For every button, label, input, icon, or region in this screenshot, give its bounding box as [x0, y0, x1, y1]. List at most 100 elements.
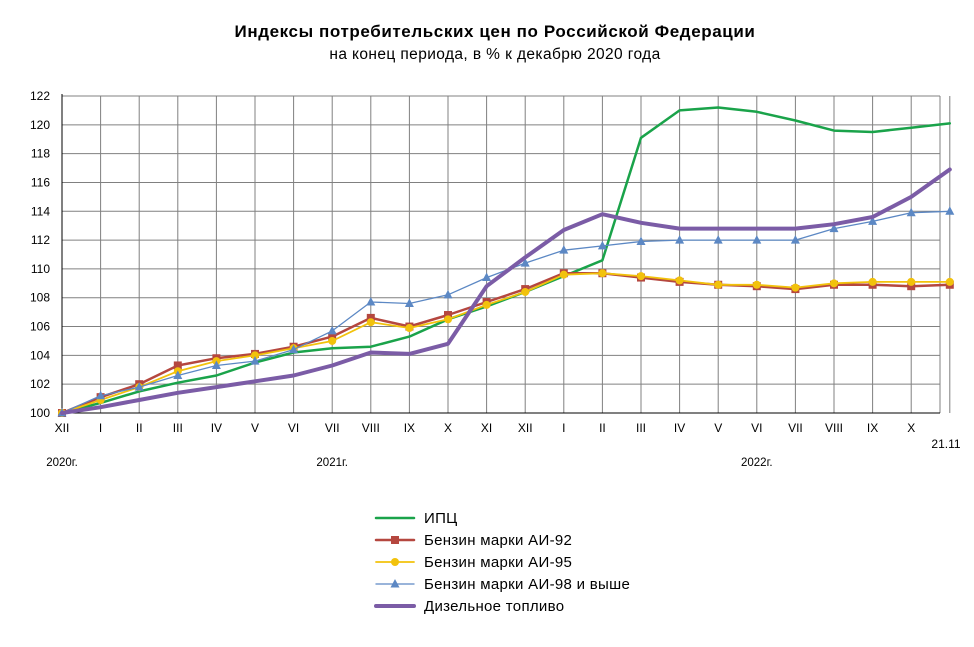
legend: ИПЦ Бензин марки АИ-92 Бензин марки АИ-95 Б… — [374, 510, 630, 615]
legend-marker — [391, 536, 399, 544]
x-tick-label: III — [636, 421, 646, 435]
y-tick-label: 118 — [31, 147, 50, 161]
data-point — [328, 336, 337, 345]
legend-marker — [390, 579, 400, 588]
grid — [61, 95, 951, 414]
data-point — [443, 289, 453, 299]
legend-label: Дизельное топливо — [424, 598, 564, 615]
series-lines — [57, 106, 955, 417]
data-point — [404, 298, 414, 307]
legend-marker — [391, 558, 399, 566]
data-point — [482, 272, 492, 282]
data-point — [868, 216, 878, 225]
data-point — [173, 361, 182, 370]
data-point — [559, 245, 569, 254]
data-point — [520, 258, 530, 267]
data-point — [637, 272, 645, 281]
y-tick-label: 102 — [30, 377, 50, 391]
legend-label: Бензин марки АИ-98 и выше — [424, 576, 630, 593]
x-tick-label: II — [599, 421, 606, 435]
data-point — [713, 235, 723, 244]
x-tick-label: X — [444, 421, 452, 435]
year-label: 2020г. — [46, 457, 78, 469]
y-tick-label: 112 — [31, 233, 50, 247]
data-point — [327, 325, 337, 335]
x-tick-label: VIII — [362, 421, 380, 435]
x-tick-label: II — [136, 421, 143, 435]
data-point — [790, 235, 800, 244]
data-point — [521, 287, 530, 296]
year-label: 2022г. — [741, 457, 773, 469]
y-tick-label: 116 — [31, 175, 50, 189]
data-point — [597, 240, 607, 250]
data-point — [173, 370, 183, 380]
data-point — [482, 300, 491, 309]
x-tick-label: XII — [518, 421, 533, 435]
data-point — [829, 223, 839, 233]
data-point — [96, 390, 106, 400]
x-tick-label: IV — [211, 421, 222, 435]
data-point — [444, 311, 452, 320]
data-point — [366, 297, 376, 306]
y-tick-label: 100 — [30, 406, 50, 420]
x-tick-label: IV — [674, 421, 685, 435]
legend-label: Бензин марки АИ-92 — [424, 532, 572, 549]
x-tick-label: IX — [867, 421, 878, 435]
legend-label: Бензин марки АИ-95 — [424, 554, 572, 571]
data-point — [714, 280, 723, 289]
x-tick-label: X — [907, 421, 915, 435]
data-point — [559, 270, 568, 279]
series-line — [61, 210, 951, 414]
data-point — [598, 269, 607, 278]
data-point — [211, 360, 221, 369]
x-tick-label: VI — [288, 421, 299, 435]
data-point — [366, 318, 375, 327]
x-tick-label: VII — [788, 421, 803, 435]
data-point — [791, 283, 800, 292]
y-tick-label: 122 — [30, 89, 50, 103]
data-point — [907, 277, 916, 286]
data-point — [444, 315, 452, 324]
data-point — [675, 276, 684, 285]
x-tick-label: 21.11 — [931, 437, 960, 451]
x-tick-label: XII — [55, 421, 70, 435]
data-point — [868, 277, 877, 286]
y-tick-label: 114 — [31, 204, 50, 218]
data-point — [636, 236, 646, 246]
data-point — [366, 313, 375, 322]
data-point — [945, 277, 954, 286]
x-tick-label: VIII — [825, 421, 843, 435]
x-tick-label: VII — [325, 421, 340, 435]
data-point — [328, 332, 337, 341]
year-label: 2021г. — [316, 457, 348, 469]
x-tick-label: XI — [481, 421, 492, 435]
data-point — [752, 235, 762, 244]
series-line — [60, 167, 952, 415]
data-point — [405, 323, 414, 332]
chart-subtitle: на конец периода, в % к декабрю 2020 год… — [329, 46, 660, 63]
y-tick-label: 120 — [30, 118, 50, 132]
data-point — [250, 356, 260, 365]
series-line — [61, 272, 951, 414]
chart-title: Индексы потребительских цен по Российско… — [235, 22, 756, 41]
data-point — [289, 344, 299, 354]
data-point — [906, 207, 916, 217]
data-point — [830, 279, 838, 288]
legend-label: ИПЦ — [424, 510, 458, 527]
data-point — [907, 282, 916, 291]
x-tick-label: III — [173, 421, 183, 435]
x-tick-label: I — [99, 421, 102, 435]
data-point — [752, 280, 761, 289]
x-tick-label: IX — [404, 421, 415, 435]
x-tick-label: I — [562, 421, 565, 435]
x-tick-label: V — [251, 421, 259, 435]
x-tick-label: V — [714, 421, 722, 435]
data-point — [945, 206, 955, 215]
data-point — [675, 235, 685, 244]
y-tick-label: 110 — [31, 262, 50, 276]
series-line — [60, 271, 952, 415]
data-point — [134, 382, 144, 391]
y-tick-label: 108 — [30, 291, 50, 305]
